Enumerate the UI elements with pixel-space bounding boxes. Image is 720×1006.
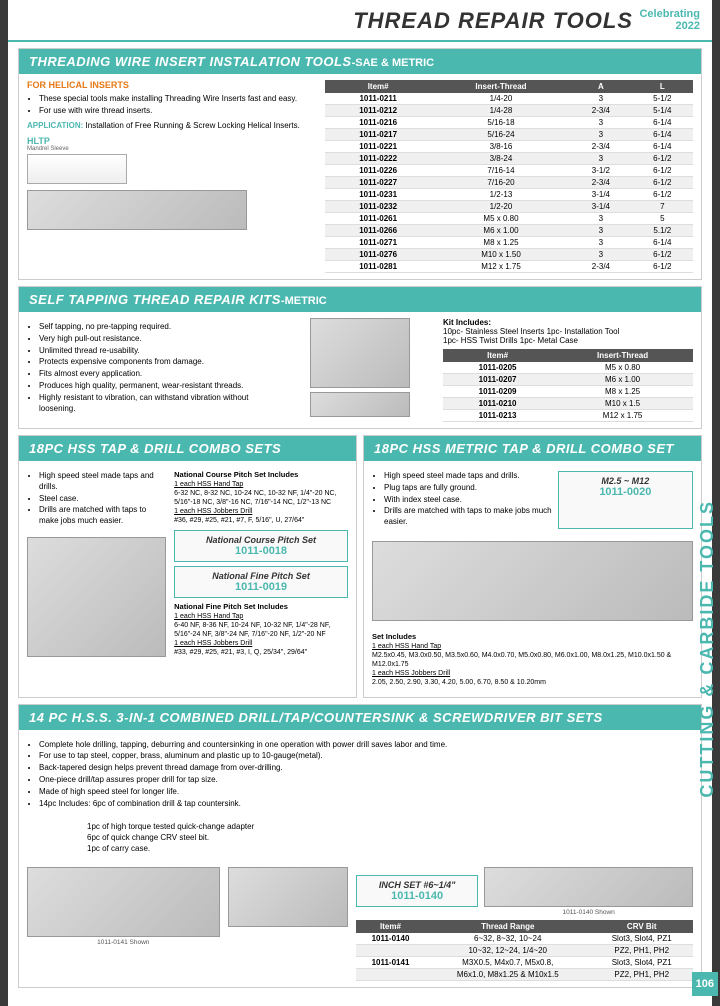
page-header: THREAD REPAIR TOOLS Celebrating2022 [8,0,712,42]
table-row: 1011-0141M3X0.5, M4x0.7, M5x0.8,Slot3, S… [356,956,693,968]
page-title: THREAD REPAIR TOOLS [353,8,633,34]
sec2-bullets: Self tapping, no pre-tapping required.Ve… [27,322,277,414]
page-number: 106 [692,972,718,996]
table-row: M6x1.0, M8x1.25 & M10x1.5PZ2, PH1, PH2 [356,968,693,980]
section-18pc-sae: 18PC HSS TAP & DRILL COMBO SETS High spe… [18,435,357,698]
sec1-table: Item#Insert-ThreadAL 1011-02111/4-2035-1… [325,80,693,273]
table-row: 1011-02311/2-133-1/46-1/2 [325,189,693,201]
bits-image-1 [228,867,348,927]
section-18pc-metric: 18PC HSS METRIC TAP & DRILL COMBO SET Hi… [363,435,702,698]
bits-image-2 [484,867,693,907]
table-row: 1011-02267/16-143-1/26-1/2 [325,165,693,177]
metric-set-image [372,541,693,621]
table-row: 1011-0213M12 x 1.75 [443,410,693,422]
table-row: 1011-0276M10 x 1.5036-1/2 [325,249,693,261]
table-row: 1011-02321/2-203-1/47 [325,201,693,213]
tool-diagram [27,154,127,184]
metric-set-box: M2.5 ~ M12 1011-0020 [558,471,693,529]
table-row: 1011-0271M8 x 1.2536-1/4 [325,237,693,249]
section-14pc-combo: 14 PC H.S.S. 3-IN-1 COMBINED DRILL/TAP/C… [18,704,702,988]
tool-image [27,190,247,230]
table-row: 1011-02111/4-2035-1/2 [325,93,693,105]
section-self-tapping: SELF TAPPING THREAD REPAIR KITS-METRIC S… [18,286,702,429]
table-row: 1011-0281M12 x 1.752-3/46-1/2 [325,261,693,273]
hltp-label: HLTP [27,136,317,146]
table-row: 1011-02165/16-1836-1/4 [325,117,693,129]
table-row: 1011-0261M5 x 0.8035 [325,213,693,225]
side-label: CUTTING & CARBIDE TOOLS [697,500,718,798]
table-row: 10~32, 12~24, 1/4~20PZ2, PH1, PH2 [356,944,693,956]
kit-image [310,318,410,388]
table-row: 1011-0207M6 x 1.00 [443,374,693,386]
table-row: 1011-02175/16-2436-1/4 [325,129,693,141]
section-threading-tools: THREADING WIRE INSERT INSTALATION TOOLS-… [18,48,702,280]
table-row: 1011-01406~32, 8~32, 10~24Slot3, Slot4, … [356,933,693,945]
nf-set-box: National Fine Pitch Set 1011-0019 [174,566,348,598]
nc-set-box: National Course Pitch Set 1011-0018 [174,530,348,562]
sec5-table: Item#Thread RangeCRV Bit 1011-01406~32, … [356,920,693,981]
table-row: 1011-0210M10 x 1.5 [443,398,693,410]
sec1-bullets: These special tools make installing Thre… [27,94,317,117]
table-row: 1011-0205M5 x 0.80 [443,362,693,374]
sec2-table: Item#Insert-Thread 1011-0205M5 x 0.80101… [443,349,693,422]
year-badge: Celebrating2022 [639,8,700,32]
helical-label: FOR HELICAL INSERTS [27,80,317,90]
table-row: 1011-02223/8-2436-1/2 [325,153,693,165]
table-row: 1011-02121/4-282-3/45-1/4 [325,105,693,117]
table-row: 1011-02277/16-202-3/46-1/2 [325,177,693,189]
inch-set-box: INCH SET #6~1/4" 1011-0140 [356,875,478,907]
table-row: 1011-02213/8-162-3/46-1/4 [325,141,693,153]
drill-image [310,392,410,417]
tap-set-image [27,537,166,657]
table-row: 1011-0266M6 x 1.0035.1/2 [325,225,693,237]
table-row: 1011-0209M8 x 1.25 [443,386,693,398]
combo-case-image [27,867,220,937]
